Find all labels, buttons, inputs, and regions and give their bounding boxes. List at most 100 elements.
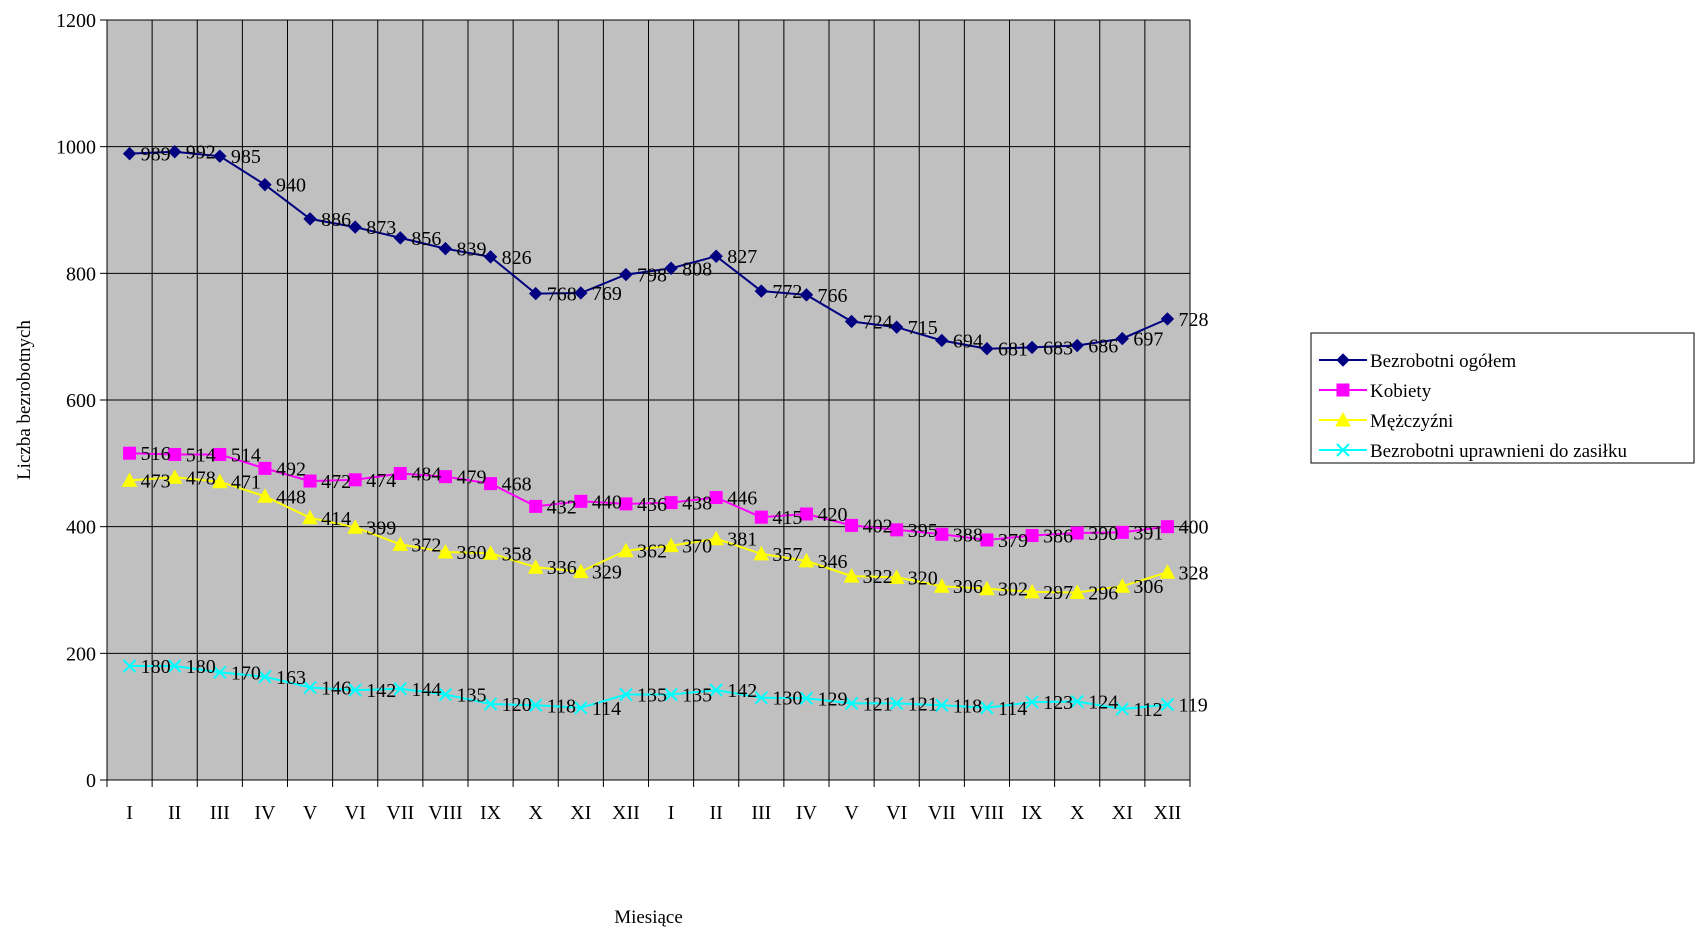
data-point (122, 659, 137, 673)
data-label: 886 (321, 209, 351, 231)
legend-marker (1336, 443, 1350, 457)
data-point (1160, 520, 1174, 534)
data-label: 296 (1088, 583, 1118, 605)
data-point (574, 701, 588, 715)
data-point (664, 261, 678, 275)
series-group (121, 145, 1176, 716)
x-tick-label: IX (1022, 802, 1044, 824)
y-tick-label: 1000 (56, 137, 96, 159)
data-label: 766 (817, 285, 847, 307)
series-line (129, 150, 1168, 350)
data-label: 142 (727, 680, 757, 702)
data-label: 808 (682, 258, 712, 280)
data-point (393, 682, 408, 696)
data-label: 715 (908, 317, 938, 339)
data-point (393, 466, 407, 480)
data-point (529, 499, 543, 513)
data-point (888, 569, 905, 584)
data-point (709, 683, 723, 697)
data-point (754, 284, 769, 298)
data-label: 395 (908, 520, 938, 542)
marker-stroke (1160, 697, 1175, 712)
marker-stroke (122, 659, 137, 673)
series-line (129, 665, 1168, 711)
marker-stroke (483, 697, 498, 711)
data-label: 992 (186, 142, 216, 164)
marker-stroke (664, 687, 678, 702)
data-point (844, 314, 859, 329)
data-label: 306 (953, 576, 983, 598)
marker-stroke (1115, 702, 1130, 716)
data-point (890, 523, 904, 537)
data-point (980, 341, 994, 356)
data-point (348, 473, 362, 487)
data-label: 514 (186, 444, 216, 466)
data-point (935, 527, 949, 541)
x-tick-label: III (751, 802, 771, 824)
data-point (258, 461, 272, 475)
series-2 (121, 469, 1176, 600)
data-label: 370 (682, 536, 712, 558)
marker-stroke (213, 665, 227, 680)
x-tick-label: II (710, 802, 723, 824)
x-tick-label: VI (886, 802, 907, 824)
data-point (889, 696, 904, 711)
data-point (258, 670, 272, 684)
data-point (303, 474, 317, 488)
data-label: 390 (1088, 523, 1118, 545)
data-point (168, 447, 182, 461)
data-point (1115, 525, 1129, 539)
data-label: 728 (1178, 309, 1208, 331)
data-label: 114 (998, 698, 1027, 720)
data-label: 135 (637, 685, 667, 707)
data-label: 360 (456, 542, 486, 564)
data-point (213, 447, 227, 461)
data-point (753, 545, 770, 561)
legend-label: Bezrobotni uprawnieni do zasiłku (1370, 441, 1627, 462)
data-label: 142 (366, 680, 396, 702)
legend-label: Bezrobotni ogółem (1370, 351, 1516, 372)
data-label: 302 (998, 579, 1028, 601)
x-tick-label: X (528, 802, 543, 824)
marker-stroke (574, 701, 588, 715)
data-label: 420 (817, 504, 847, 526)
data-point (619, 687, 633, 702)
data-point (618, 542, 634, 558)
data-point (527, 559, 544, 574)
data-label: 484 (411, 463, 441, 485)
data-label: 514 (231, 444, 261, 466)
marker-stroke (980, 701, 994, 715)
data-point (348, 683, 362, 697)
y-tick-label: 0 (86, 770, 96, 792)
legend-item: Kobiety (1319, 381, 1432, 402)
data-label: 479 (456, 467, 486, 489)
series-line (129, 476, 1168, 594)
data-label: 336 (547, 557, 577, 579)
data-point (1160, 697, 1175, 712)
data-label: 478 (186, 467, 216, 489)
y-tick-label: 1200 (56, 10, 96, 32)
x-tick-label: XI (570, 802, 591, 824)
data-point (123, 446, 137, 460)
data-point (257, 488, 273, 503)
data-point (845, 518, 859, 532)
data-point (663, 537, 679, 553)
data-label: 826 (502, 247, 532, 269)
legend-marker (1335, 411, 1351, 427)
data-point (1024, 583, 1040, 599)
data-label: 474 (366, 470, 396, 492)
y-tick-label: 600 (66, 390, 96, 412)
data-point (122, 146, 137, 161)
x-tick-label: V (844, 802, 859, 824)
marker-stroke (528, 698, 543, 712)
data-label: 386 (1043, 526, 1073, 548)
data-label: 516 (141, 443, 171, 465)
data-label: 180 (186, 656, 216, 678)
x-tick-label: IV (796, 802, 818, 824)
data-label: 471 (231, 472, 261, 494)
legend-item: Bezrobotni uprawnieni do zasiłku (1319, 441, 1627, 462)
marker-stroke (258, 670, 272, 684)
x-tick-label: IX (480, 802, 502, 824)
y-tick-label: 400 (66, 517, 96, 539)
data-point (754, 510, 768, 524)
